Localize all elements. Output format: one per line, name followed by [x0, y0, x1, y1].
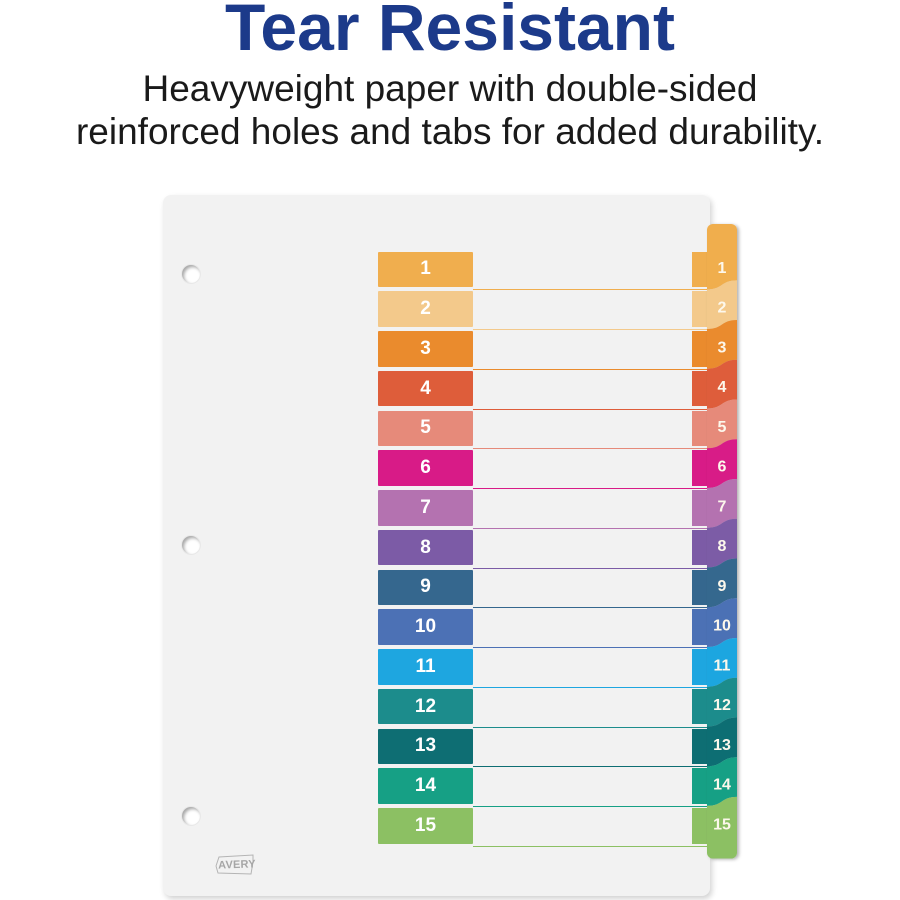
svg-text:3: 3	[718, 339, 727, 356]
svg-text:2: 2	[718, 300, 727, 317]
svg-text:15: 15	[713, 816, 731, 833]
svg-text:6: 6	[718, 459, 727, 476]
svg-text:10: 10	[713, 618, 731, 635]
svg-text:13: 13	[713, 737, 731, 754]
svg-text:11: 11	[714, 657, 731, 674]
svg-text:4: 4	[718, 379, 727, 396]
svg-text:7: 7	[718, 498, 727, 515]
svg-text:1: 1	[718, 260, 727, 277]
svg-text:8: 8	[718, 538, 727, 555]
svg-text:12: 12	[713, 697, 731, 714]
svg-text:5: 5	[718, 419, 727, 436]
svg-text:14: 14	[713, 777, 731, 794]
svg-text:9: 9	[718, 578, 727, 595]
